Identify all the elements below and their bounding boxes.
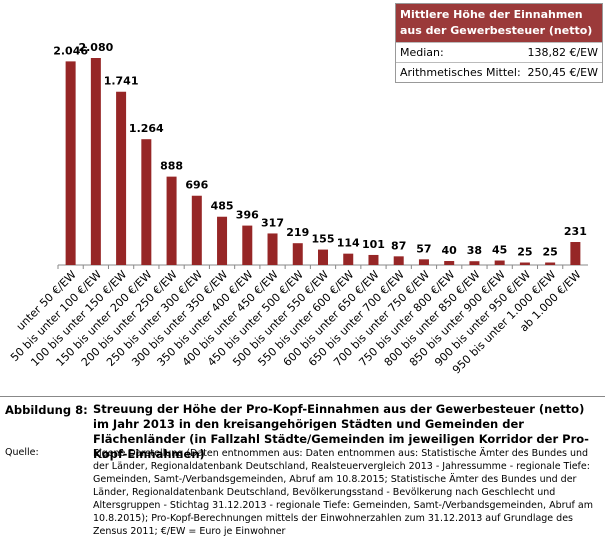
bar	[343, 253, 354, 265]
bar	[368, 254, 379, 265]
bar	[393, 256, 404, 265]
value-label: 114	[337, 237, 360, 250]
bar	[65, 61, 76, 266]
value-label: 888	[160, 160, 183, 173]
bar	[444, 261, 455, 265]
value-label: 1.741	[104, 75, 139, 88]
value-label: 231	[564, 225, 587, 238]
value-label: 38	[467, 244, 482, 257]
cell: 250,45 €/EW	[527, 66, 598, 79]
value-label: 57	[416, 242, 431, 255]
caption-label: Abbildung 8:	[5, 403, 88, 417]
bar	[191, 195, 202, 265]
divider	[0, 396, 605, 397]
bar	[141, 139, 152, 265]
bar	[519, 262, 530, 265]
bar	[292, 243, 303, 265]
bar	[217, 216, 228, 265]
value-label: 155	[312, 233, 335, 246]
source-text: Eigene Darstellung (Daten entnommen aus:…	[93, 448, 593, 537]
value-label: 317	[261, 216, 284, 229]
bar	[545, 262, 556, 265]
value-label: 25	[542, 246, 557, 259]
bar	[469, 261, 480, 265]
cell: 138,82 €/EW	[527, 46, 598, 59]
value-label: 696	[185, 179, 208, 192]
inset-title: Mittlere Höhe der Einnahmen aus der Gewe…	[396, 4, 602, 42]
bar	[166, 176, 177, 265]
cell: Median:	[400, 46, 444, 59]
value-label: 219	[286, 226, 309, 239]
source-label: Quelle:	[5, 447, 39, 458]
value-label: 87	[391, 239, 406, 252]
value-label: 40	[442, 244, 458, 257]
bar	[90, 58, 101, 265]
inset-row: Median: 138,82 €/EW	[396, 42, 602, 62]
caption-text: Streuung der Höhe der Pro-Kopf-Einnahmen…	[93, 402, 589, 461]
bar	[494, 260, 505, 265]
value-label: 101	[362, 238, 385, 251]
value-label: 485	[211, 200, 234, 213]
bar	[418, 259, 429, 265]
value-label: 25	[517, 246, 532, 259]
inset-table: Mittlere Höhe der Einnahmen aus der Gewe…	[395, 3, 603, 83]
bar	[267, 233, 278, 265]
value-label: 2.080	[78, 41, 113, 54]
value-label: 45	[492, 244, 507, 257]
cell: Arithmetisches Mittel:	[400, 66, 521, 79]
bar	[318, 249, 328, 265]
bar	[242, 225, 253, 265]
value-label: 396	[236, 209, 259, 222]
bar	[570, 242, 581, 265]
bar	[116, 91, 127, 265]
value-label: 2.046	[53, 44, 88, 57]
inset-row: Arithmetisches Mittel: 250,45 €/EW	[396, 62, 602, 82]
value-label: 1.264	[129, 122, 164, 135]
